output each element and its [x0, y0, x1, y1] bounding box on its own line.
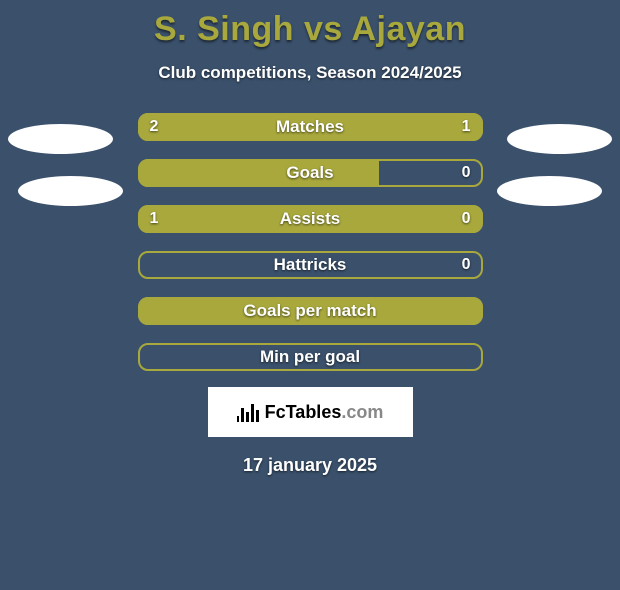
avatar-oval — [507, 124, 612, 154]
stat-row: Assists1 0 — [138, 205, 483, 233]
stat-label: Goals per match — [138, 301, 483, 321]
stat-row: Matches2 1 — [138, 113, 483, 141]
stat-label: Matches — [138, 117, 483, 137]
stat-row: Goals per match — [138, 297, 483, 325]
stat-label: Min per goal — [138, 347, 483, 367]
stat-row: Hattricks0 — [138, 251, 483, 279]
stat-label: Goals — [138, 163, 483, 183]
logo-text-light: .com — [341, 402, 383, 422]
avatar-oval — [497, 176, 602, 206]
logo-text-bold: FcTables — [265, 402, 342, 422]
stat-value-left: 2 — [150, 118, 159, 136]
stat-value-right: 0 — [462, 210, 471, 228]
avatar-oval — [8, 124, 113, 154]
stat-label: Hattricks — [138, 255, 483, 275]
stat-value-left: 1 — [150, 210, 159, 228]
comparison-title: S. Singh vs Ajayan — [0, 10, 620, 49]
bar-chart-icon — [237, 402, 259, 422]
stat-label: Assists — [138, 209, 483, 229]
avatar-oval — [18, 176, 123, 206]
stat-row: Min per goal — [138, 343, 483, 371]
stat-row: Goals0 — [138, 159, 483, 187]
stat-value-right: 0 — [462, 256, 471, 274]
stat-value-right: 1 — [462, 118, 471, 136]
comparison-subtitle: Club competitions, Season 2024/2025 — [0, 63, 620, 83]
stats-container: Matches21Goals0Assists10Hattricks0Goals … — [0, 113, 620, 371]
fctables-logo: FcTables.com — [208, 387, 413, 437]
logo-text: FcTables.com — [265, 402, 384, 423]
stat-value-right: 0 — [462, 164, 471, 182]
snapshot-date: 17 january 2025 — [0, 455, 620, 476]
